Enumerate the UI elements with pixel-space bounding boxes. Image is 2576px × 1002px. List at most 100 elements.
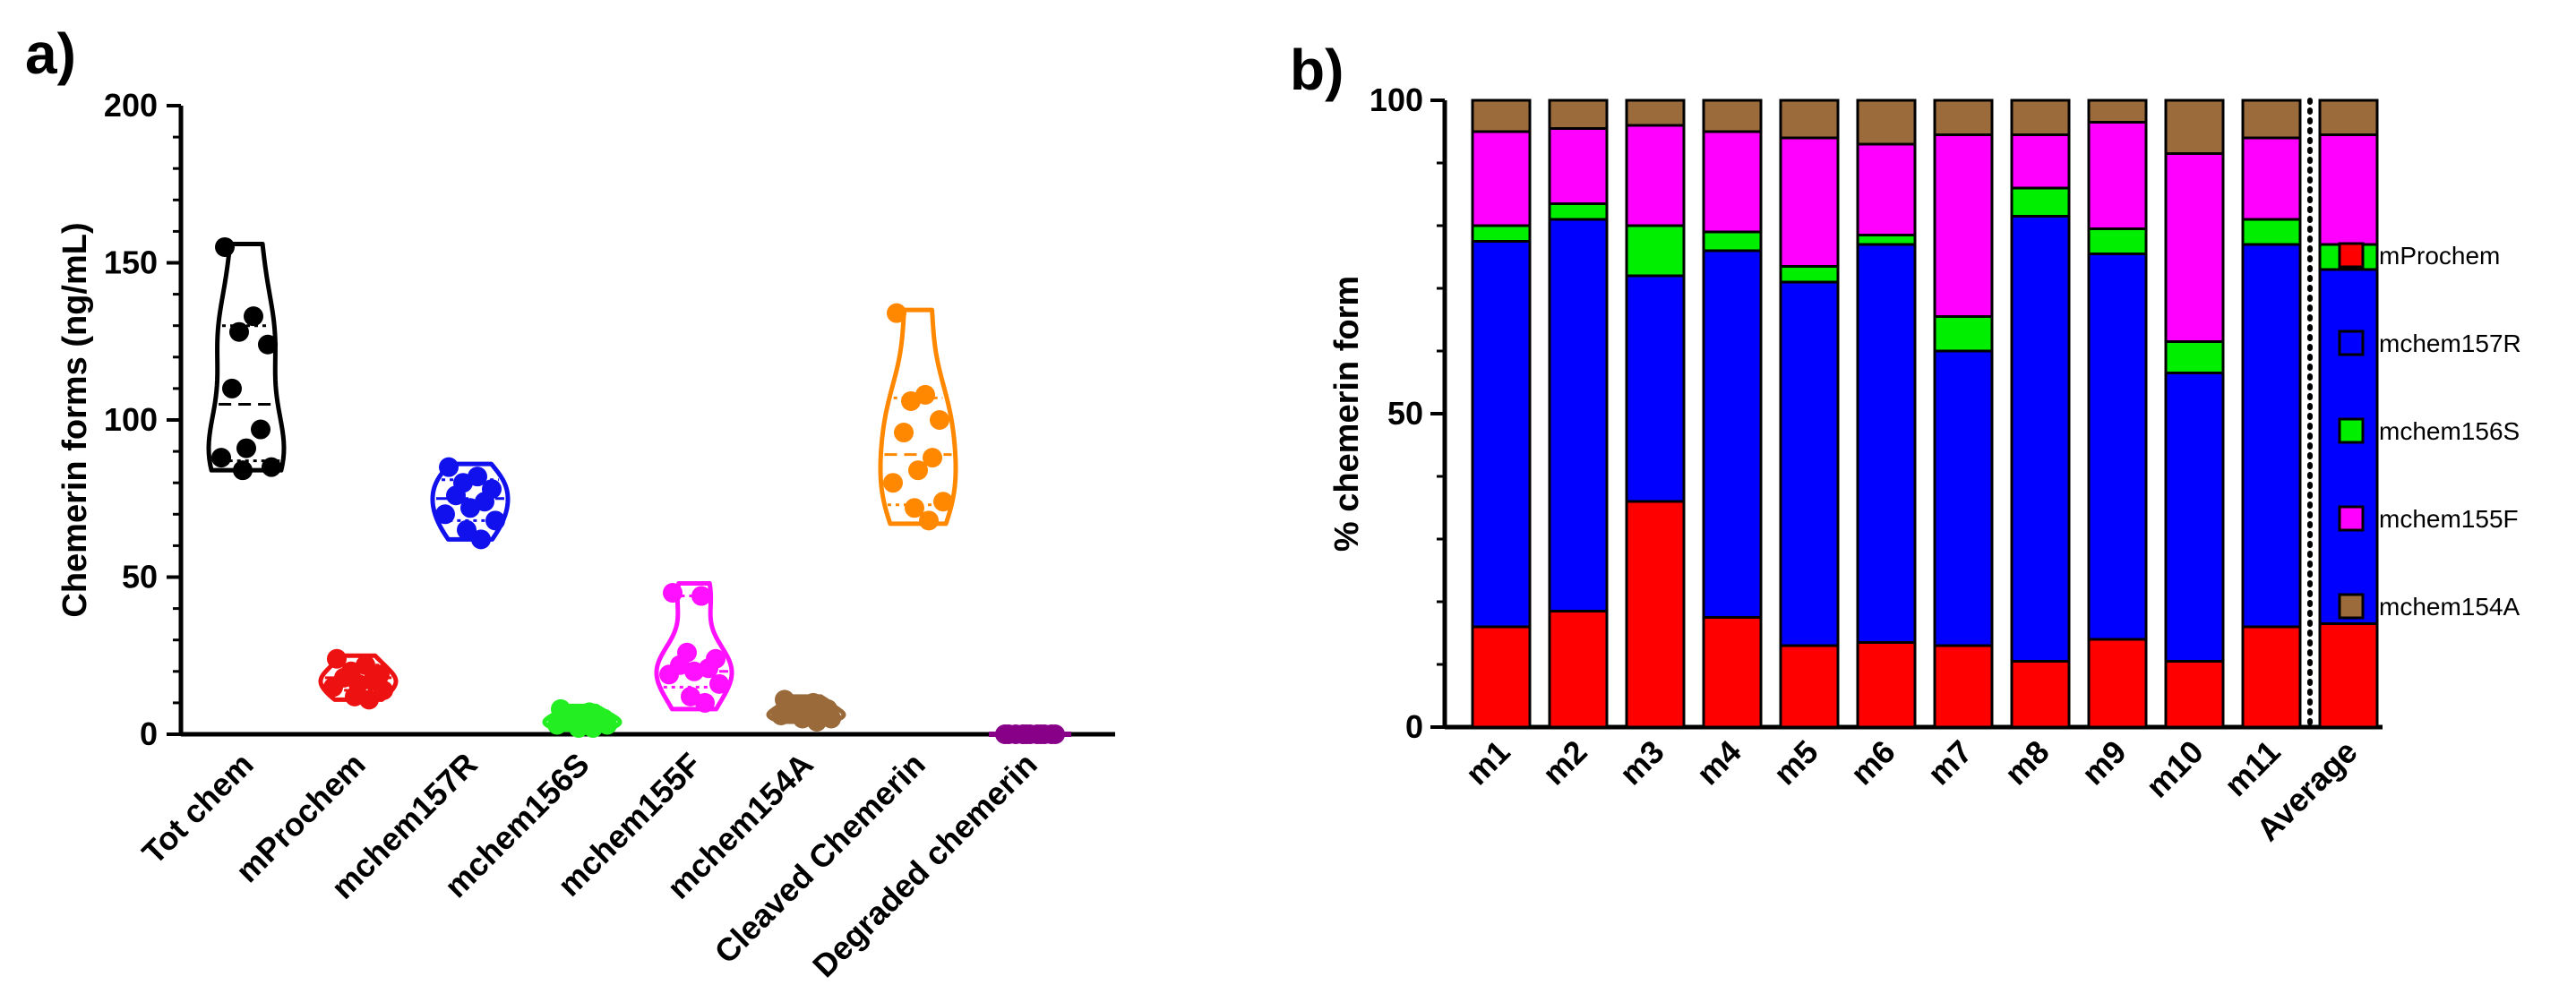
bar-segment <box>2010 660 2071 729</box>
x-category-label: m1 <box>1458 733 1517 792</box>
bar-segment <box>1779 644 1840 729</box>
data-point <box>883 473 903 493</box>
data-point <box>583 717 603 738</box>
data-point <box>771 705 791 725</box>
bar-segment <box>2241 136 2302 221</box>
bar-segment <box>2318 133 2379 246</box>
bar-stack <box>1625 98 1686 729</box>
bar-segment <box>1933 133 1994 318</box>
legend-label: mProchem <box>2379 242 2500 270</box>
legend-label: mchem157R <box>2379 330 2521 357</box>
data-point <box>695 692 715 713</box>
bar-segment <box>1471 130 1532 227</box>
data-point <box>471 529 491 550</box>
data-point <box>1017 724 1036 744</box>
violin-group <box>989 724 1071 744</box>
bar-segment <box>1548 610 1609 729</box>
bar-segment <box>1625 124 1686 227</box>
data-point <box>901 390 921 411</box>
data-point <box>709 673 729 694</box>
bar-segment <box>2164 98 2225 155</box>
data-point <box>222 378 242 398</box>
bar-segment <box>2164 152 2225 343</box>
violin-outline <box>206 241 287 473</box>
data-point <box>905 498 924 518</box>
bar-segment <box>1471 240 1532 629</box>
violin-group <box>206 236 287 481</box>
x-category-label: Degraded chemerin <box>805 746 1044 985</box>
data-point <box>923 448 942 468</box>
legend-swatch <box>2338 242 2365 269</box>
bar-segment <box>1856 641 1917 729</box>
bar-segment <box>1779 265 1840 284</box>
legend-swatch <box>2338 417 2365 444</box>
bar-segment <box>1548 202 1609 221</box>
data-point <box>659 664 679 685</box>
bar-segment <box>1625 500 1686 729</box>
data-point <box>258 334 278 355</box>
bar-segment <box>2318 98 2379 136</box>
bar-segment <box>1625 98 1686 127</box>
bar-stack <box>1933 98 1994 729</box>
data-point <box>236 438 256 458</box>
data-point <box>908 460 928 481</box>
data-point <box>233 460 253 481</box>
data-point <box>439 457 459 477</box>
bar-segment <box>1548 127 1609 205</box>
y-tick-label: 50 <box>122 559 158 595</box>
data-point <box>229 321 249 342</box>
bar-segment <box>1471 98 1532 133</box>
x-category-label: m3 <box>1612 733 1671 792</box>
data-point <box>894 423 914 443</box>
bar-stack <box>2164 98 2225 729</box>
bar-segment <box>1471 224 1532 243</box>
data-point <box>691 586 711 606</box>
data-point <box>327 648 347 669</box>
x-category-label: m11 <box>2217 733 2288 804</box>
bar-segment <box>1625 224 1686 278</box>
legend-swatch <box>2338 505 2365 532</box>
bar-segment <box>1702 249 1763 619</box>
bar-stack <box>2087 98 2148 729</box>
bar-segment <box>1779 98 1840 140</box>
x-category-label: m8 <box>1997 733 2057 792</box>
x-category-label: m7 <box>1920 733 1979 792</box>
bar-stack <box>1548 98 1609 729</box>
data-point <box>663 583 683 604</box>
bar-segment <box>2241 218 2302 246</box>
data-point <box>919 510 939 531</box>
violin-group <box>878 303 958 531</box>
y-tick-label: 0 <box>1405 708 1423 745</box>
bar-segment <box>2010 186 2071 218</box>
bar-stack <box>1856 98 1917 729</box>
data-point <box>460 498 480 518</box>
violin-outline <box>654 581 734 712</box>
legend-label: mchem155F <box>2379 505 2519 533</box>
bar-segment <box>2241 243 2302 629</box>
violin-group <box>318 648 399 710</box>
bar-segment <box>1933 644 1994 729</box>
data-point <box>446 485 466 506</box>
bar-segment <box>1856 243 1917 644</box>
bar-segment <box>1625 274 1686 503</box>
bar-segment <box>2087 638 2148 729</box>
data-point <box>684 661 704 681</box>
bar-segment <box>1933 98 1994 136</box>
x-category-label: m6 <box>1843 733 1902 792</box>
bar-stack <box>1779 98 1840 729</box>
y-axis-title: Chemerin forms (ng/mL) <box>56 222 94 617</box>
bar-stack <box>1471 98 1532 729</box>
data-point <box>262 457 281 477</box>
data-point <box>547 715 567 735</box>
data-point <box>1031 724 1051 744</box>
bar-segment <box>1933 349 1994 647</box>
x-category-label: m4 <box>1689 733 1748 792</box>
bar-segment <box>2087 98 2148 124</box>
data-point <box>457 519 477 540</box>
bar-segment <box>1702 616 1763 729</box>
bar-stack <box>2318 98 2379 729</box>
violin-group <box>542 698 623 738</box>
